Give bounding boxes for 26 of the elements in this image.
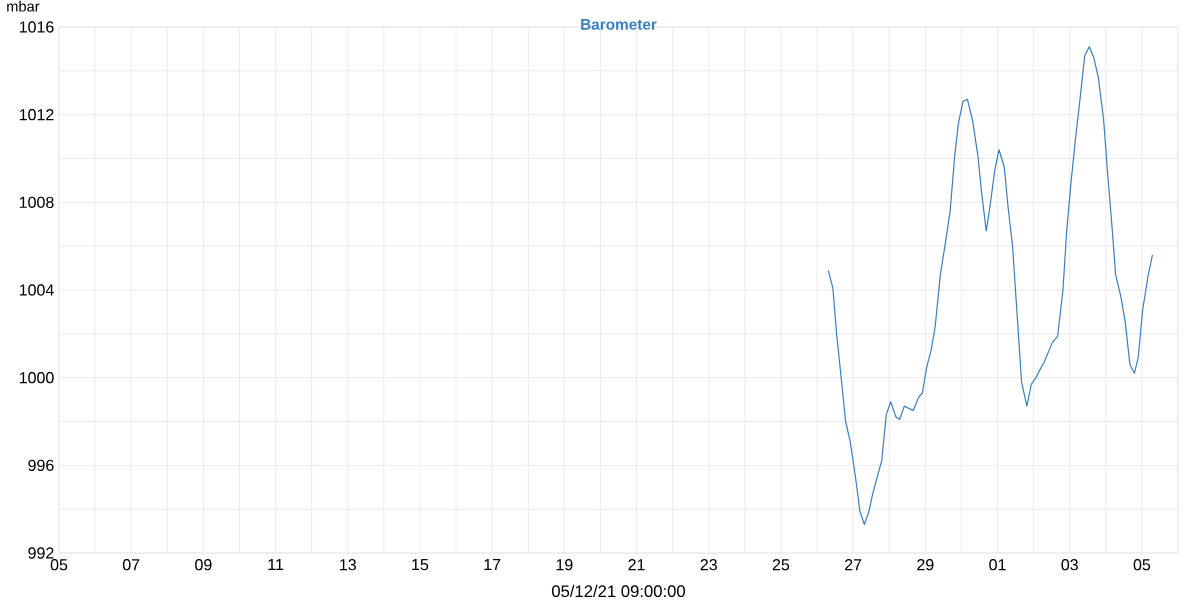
x-tick-label: 01 <box>989 559 1006 571</box>
y-axis-title: mbar <box>7 0 40 12</box>
y-tick-label: 1004 <box>19 284 54 296</box>
x-tick-label: 09 <box>195 559 212 571</box>
x-tick-label: 21 <box>628 559 645 571</box>
x-tick-label: 05 <box>50 559 68 571</box>
x-tick-label: 27 <box>845 559 862 571</box>
x-tick-label: 03 <box>1061 559 1078 571</box>
y-tick-label: 996 <box>28 459 54 471</box>
x-axis-title: 05/12/21 09:00:00 <box>551 584 686 598</box>
x-tick-label: 15 <box>412 559 429 571</box>
y-tick-label: 1008 <box>19 196 54 208</box>
x-tick-label: 13 <box>340 559 356 571</box>
y-tick-label: 1000 <box>19 372 54 384</box>
x-tick-label: 19 <box>556 559 573 571</box>
y-tick-label: 1016 <box>19 21 54 33</box>
x-tick-label: 07 <box>122 559 140 571</box>
x-tick-label: 11 <box>268 559 284 571</box>
chart-title: Barometer <box>581 19 657 30</box>
x-tick-label: 05 <box>1133 559 1151 571</box>
x-tick-label: 23 <box>700 559 717 571</box>
y-tick-label: 992 <box>28 547 54 559</box>
x-tick-label: 29 <box>917 559 934 571</box>
x-tick-label: 17 <box>484 559 501 571</box>
x-tick-label: 25 <box>772 559 790 571</box>
y-tick-label: 1012 <box>19 109 54 121</box>
